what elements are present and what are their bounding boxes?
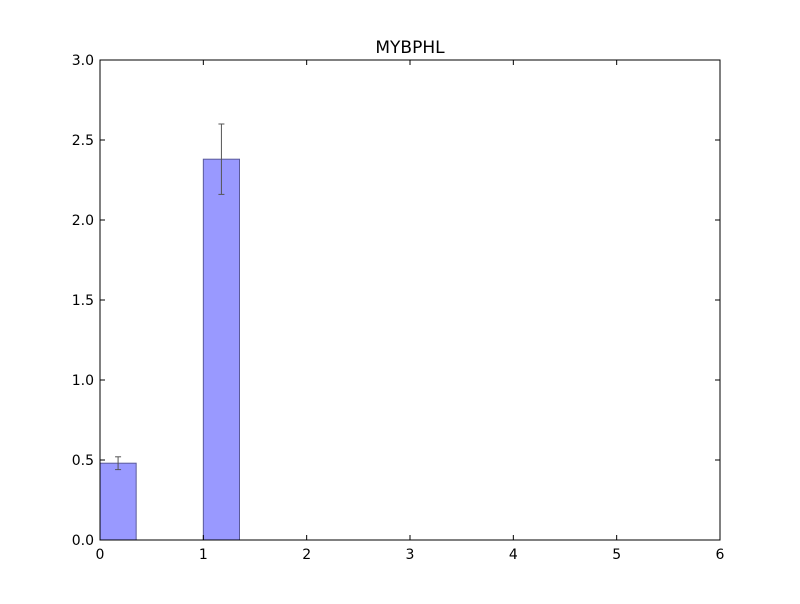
errorbars-layer [115, 123, 225, 471]
chart-title: MYBPHL [375, 38, 445, 58]
x-tick-label-2: 2 [302, 547, 311, 563]
x-tick-label-6: 6 [716, 547, 725, 563]
bars-layer [99, 158, 240, 541]
x-tick-label-3: 3 [406, 547, 415, 563]
x-tick-label-4: 4 [509, 547, 518, 563]
x-tick-label-0: 0 [96, 547, 105, 563]
bar-1 [202, 158, 240, 541]
bar-0 [99, 462, 137, 541]
plot-frame [99, 59, 721, 541]
y-tick-label-6: 3.0 [72, 53, 94, 69]
y-tick-label-1: 0.5 [72, 453, 94, 469]
axes-layer: 0 1 2 3 4 5 6 0.0 0.5 1.0 1.5 2.0 2.5 3.0 [72, 53, 725, 563]
y-tick-label-0: 0.0 [72, 533, 94, 549]
y-tick-label-3: 1.5 [72, 293, 94, 309]
x-tick-label-5: 5 [612, 547, 621, 563]
x-tick-label-1: 1 [199, 547, 208, 563]
y-tick-label-2: 1.0 [72, 373, 94, 389]
y-tick-label-4: 2.0 [72, 213, 94, 229]
y-tick-label-5: 2.5 [72, 133, 94, 149]
